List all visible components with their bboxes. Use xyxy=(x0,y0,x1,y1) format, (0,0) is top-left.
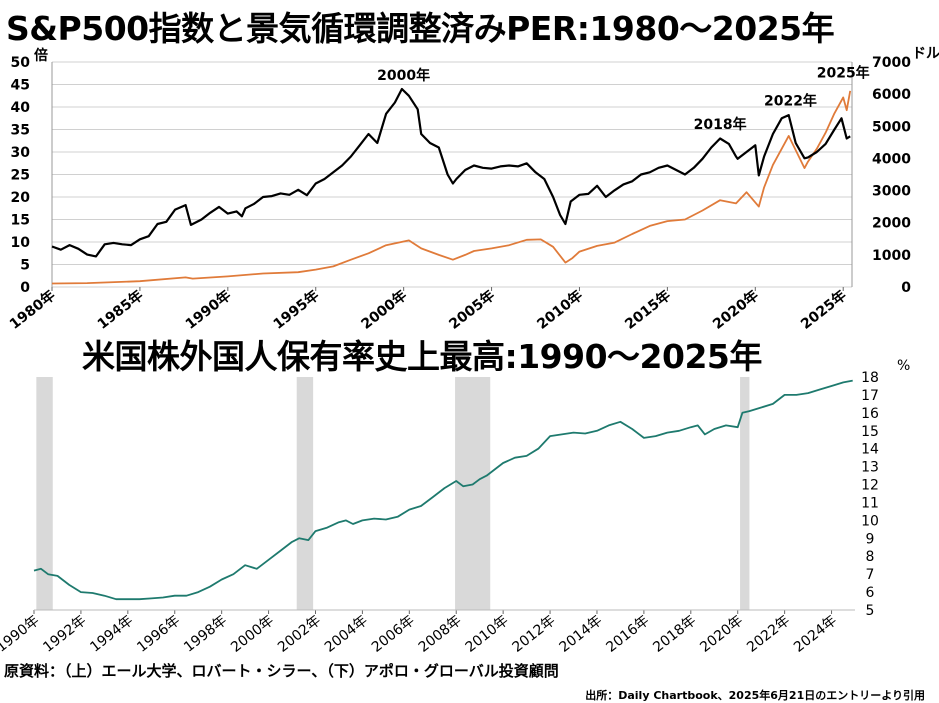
annotation-label: 2000年 xyxy=(377,67,430,84)
right-tick-label: 4000 xyxy=(872,151,911,167)
left-axis-unit: 倍 xyxy=(34,47,48,64)
left-tick-label: 30 xyxy=(11,145,31,161)
y-tick-label: 6 xyxy=(866,585,875,601)
annotation-label: 2025年 xyxy=(817,64,870,81)
right-tick-label: 7000 xyxy=(872,55,911,71)
y-tick-label: 11 xyxy=(861,495,879,511)
left-tick-label: 40 xyxy=(11,100,31,116)
right-tick-label: 3000 xyxy=(872,184,911,200)
y-tick-label: 9 xyxy=(866,531,875,547)
x-tick-label: 1998年 xyxy=(181,613,230,656)
left-tick-label: 5 xyxy=(20,258,30,274)
chart-title-bottom: 米国株外国人保有率史上最高:1990～2025年 xyxy=(82,337,762,376)
y-tick-label: 10 xyxy=(861,513,879,529)
right-tick-label: 0 xyxy=(901,280,911,296)
y-axis-unit: % xyxy=(897,358,910,374)
x-tick-label: 2008年 xyxy=(416,613,465,656)
x-tick-label: 1990年 xyxy=(0,613,42,656)
left-tick-label: 0 xyxy=(20,280,30,296)
x-tick-label: 2022年 xyxy=(744,613,793,656)
chart-title-top: S&P500指数と景気循環調整済みPER:1980～2025年 xyxy=(6,9,835,48)
cape-line xyxy=(51,87,851,258)
x-tick-label: 2000年 xyxy=(228,613,277,656)
y-tick-label: 17 xyxy=(861,388,879,404)
y-tick-label: 8 xyxy=(866,549,875,565)
annotation-label: 2022年 xyxy=(764,92,817,109)
right-axis-unit: ドル xyxy=(912,46,939,62)
y-tick-label: 5 xyxy=(866,603,875,619)
y-tick-label: 16 xyxy=(861,406,879,422)
x-tick-label: 1994年 xyxy=(87,613,136,656)
right-tick-label: 5000 xyxy=(872,119,911,135)
right-tick-label: 2000 xyxy=(872,216,911,232)
left-tick-label: 25 xyxy=(11,168,30,184)
annotation-label: 2018年 xyxy=(694,116,747,133)
y-tick-label: 7 xyxy=(866,567,875,583)
recession-band xyxy=(455,377,491,610)
x-tick-label: 2002年 xyxy=(275,613,324,656)
x-tick-label: 2018年 xyxy=(650,613,699,656)
left-tick-label: 50 xyxy=(11,55,31,71)
x-tick-label: 2020年 xyxy=(697,613,746,656)
y-tick-label: 14 xyxy=(861,442,879,458)
left-tick-label: 20 xyxy=(11,190,31,206)
credit-note: 出所：Daily Chartbook、2025年6月21日のエントリーより引用 xyxy=(585,689,925,702)
y-tick-label: 13 xyxy=(861,460,879,476)
recession-band xyxy=(740,377,750,610)
right-tick-label: 1000 xyxy=(872,248,911,264)
x-tick-label: 2016年 xyxy=(603,613,652,656)
sp500-line xyxy=(51,90,852,285)
recession-band xyxy=(36,377,53,610)
sp500-cape-chart: 0 5 10 15 20 25 30 35 40 45 50 倍 0 1000 2000 3000 4000 50… xyxy=(6,46,939,333)
x-tick-label: 2004年 xyxy=(322,613,371,656)
x-tick-label: 1996年 xyxy=(134,613,183,656)
x-tick-label: 2012年 xyxy=(510,613,559,656)
left-tick-label: 35 xyxy=(11,123,30,139)
right-tick-label: 6000 xyxy=(872,87,911,103)
x-tick-label: 1992年 xyxy=(40,613,89,656)
x-tick-label: 2024年 xyxy=(791,613,840,656)
recession-band xyxy=(296,377,314,610)
left-tick-label: 45 xyxy=(11,78,30,94)
x-tick-label: 2010年 xyxy=(463,613,512,656)
left-tick-label: 10 xyxy=(11,235,31,251)
x-tick-label: 2006年 xyxy=(369,613,418,656)
foreign-share-line xyxy=(33,379,853,601)
y-tick-label: 12 xyxy=(861,478,879,494)
y-tick-label: 15 xyxy=(861,424,879,440)
source-note: 原資料：（上）エール大学、ロバート・シラー、（下）アポロ・グローバル投資顧問 xyxy=(4,662,559,680)
y-tick-label: 18 xyxy=(861,370,879,386)
x-tick-label: 2014年 xyxy=(556,613,605,656)
left-tick-label: 15 xyxy=(11,213,30,229)
foreign-ownership-chart: 56789101112131415161718%1990年1992年1994年1… xyxy=(0,358,910,656)
